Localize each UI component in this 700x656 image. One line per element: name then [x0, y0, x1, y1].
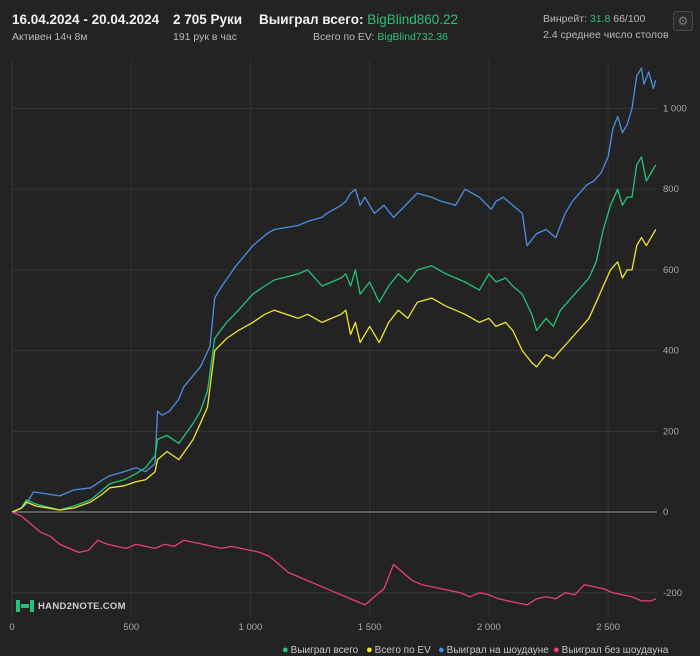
- hand2note-logo-icon: [16, 600, 34, 612]
- winrate: Винрейт: 31.8 66/100: [543, 13, 645, 25]
- x-tick-label: 1 500: [358, 622, 382, 633]
- ev-total-label: Всего по EV:: [313, 31, 375, 43]
- y-tick-label: 0: [663, 507, 668, 518]
- y-tick-label: -200: [663, 588, 682, 599]
- hands-count: 2 705 Руки: [173, 12, 243, 27]
- winrate-label: Винрейт:: [543, 13, 587, 25]
- legend-dot-icon: ●: [438, 644, 445, 656]
- legend-dot-icon: ●: [553, 644, 560, 656]
- y-tick-label: 200: [663, 426, 679, 437]
- hand2note-logo: HAND2NOTE.COM: [16, 598, 126, 614]
- legend-dot-icon: ●: [366, 644, 373, 656]
- legend-dot-icon: ●: [282, 644, 289, 656]
- x-tick-label: 1 000: [239, 622, 263, 633]
- legend-label: Выиграл всего: [290, 645, 359, 656]
- won-total: Выиграл всего: BigBlind860.22: [259, 12, 458, 27]
- series-line-showdown: [11, 67, 657, 513]
- legend-item-won-total[interactable]: ● Выиграл всего: [282, 644, 358, 656]
- y-tick-label: 400: [663, 346, 679, 357]
- chart-axes: 0 500 1 000 1 500 2 000 2 500 -200 0 200 400 600 80…: [9, 103, 686, 633]
- legend-item-ev-total[interactable]: ● Всего по EV: [366, 644, 431, 656]
- won-total-value: BigBlind860.22: [367, 12, 459, 27]
- date-range: 16.04.2024 - 20.04.2024: [12, 12, 160, 27]
- x-tick-label: 2 000: [477, 622, 501, 633]
- chart-legend: ● Выиграл всего ● Всего по EV ● Выиграл на …: [0, 644, 700, 656]
- profit-chart: 0 500 1 000 1 500 2 000 2 500 -200 0 200 400 600 80…: [9, 60, 687, 633]
- active-time: Активен 14ч 8м: [12, 31, 88, 43]
- legend-item-showdown[interactable]: ● Выиграл на шоудауне: [438, 644, 549, 656]
- y-tick-label: 1 000: [663, 103, 687, 114]
- stats-header: 16.04.2024 - 20.04.2024 Активен 14ч 8м 2…: [0, 0, 700, 50]
- legend-label: Всего по EV: [374, 645, 431, 656]
- ev-total: Всего по EV: BigBlind732.36: [313, 31, 448, 43]
- series-line-ev-total: [11, 229, 657, 513]
- x-tick-label: 2 500: [596, 622, 620, 633]
- x-tick-label: 500: [123, 622, 139, 633]
- legend-item-non-showdown[interactable]: ● Выиграл без шоудауна: [553, 644, 668, 656]
- settings-gear-icon[interactable]: ⚙: [673, 11, 693, 31]
- chart-grid: [11, 60, 657, 617]
- logo-text: HAND2NOTE.COM: [38, 600, 126, 612]
- legend-label: Выиграл без шоудауна: [561, 645, 669, 656]
- y-tick-label: 600: [663, 265, 679, 276]
- chart-series: [11, 67, 657, 606]
- hands-per-hour: 191 рук в час: [173, 31, 237, 43]
- legend-label: Выиграл на шоудауне: [446, 645, 549, 656]
- ev-total-value: BigBlind732.36: [377, 31, 448, 43]
- won-total-label: Выиграл всего:: [259, 12, 364, 27]
- winrate-suffix: 66/100: [613, 13, 646, 25]
- series-line-non-showdown: [11, 511, 657, 606]
- avg-tables: 2.4 среднее число столов: [543, 29, 669, 41]
- winrate-value: 31.8: [589, 13, 611, 25]
- series-line-won-total: [11, 156, 657, 513]
- y-tick-label: 800: [663, 184, 679, 195]
- x-tick-label: 0: [9, 622, 14, 633]
